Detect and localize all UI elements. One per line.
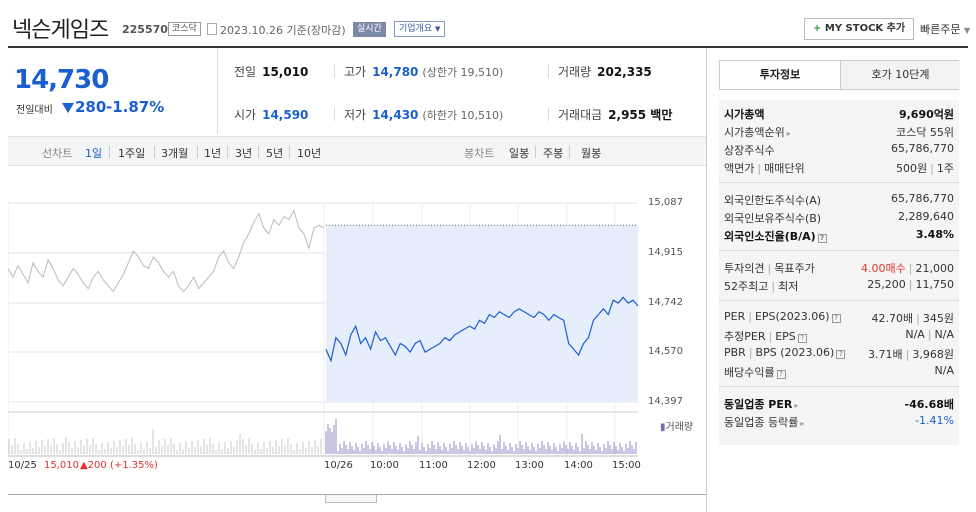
mystock-label: MY STOCK 추가: [824, 23, 906, 34]
base-date: 2023.10.26 기준(장마감): [220, 24, 346, 37]
stat-open: 시가 14,590: [234, 108, 309, 122]
row-industry-change[interactable]: 동일업종 등락률 ▸ -1.41%: [724, 414, 954, 429]
x-tick-label: 12:00: [467, 460, 496, 471]
row-pbr: PBR | BPS (2023.06)? 3.71배 | 3,968원: [724, 346, 954, 361]
period-10y[interactable]: 10년: [297, 147, 322, 160]
period-3m[interactable]: 3개월: [161, 147, 189, 160]
change-label: 전일대비: [16, 105, 53, 116]
row-opinion: 투자의견 | 목표주가 4.00매수 | 21,000: [724, 262, 954, 275]
plus-icon: +: [813, 23, 822, 34]
x-tick-label: 14:00: [564, 460, 593, 471]
volume-legend: ▮거래량: [660, 422, 694, 433]
document-icon: [207, 23, 217, 35]
price-chart[interactable]: 15,087 14,915 14,742 14,570 14,397 ▮거래량 …: [7, 166, 706, 496]
stock-header: 넥슨게임즈 225570 코스닥 2023.10.26 기준(장마감) 실시간 …: [0, 0, 976, 46]
caret-right-icon: ▸: [800, 419, 805, 428]
stat-prev: 전일 15,010: [234, 65, 309, 79]
row-face-value: 액면가 | 매매단위 500원 | 1주: [724, 162, 954, 175]
row-listed-shares: 상장주식수 65,786,770: [724, 142, 954, 157]
current-price: 14,730: [14, 65, 109, 95]
down-arrow-icon: [62, 103, 74, 113]
chevron-down-icon: ▼: [963, 26, 971, 35]
y-tick-label: 14,742: [648, 297, 683, 308]
invest-info-panel: 투자정보 호가 10단계 시가총액 9,690억원 시가총액순위 ▸ 코스닥 55위 …: [706, 48, 976, 512]
y-tick-label: 14,397: [648, 396, 683, 407]
prev-close: 15,010: [44, 460, 79, 471]
row-dividend: 배당수익률? N/A: [724, 364, 954, 379]
quick-order-button[interactable]: 빠른주문 ▼: [920, 21, 970, 37]
caret-right-icon: ▸: [794, 401, 799, 410]
change-amount: 280: [75, 98, 107, 116]
y-tick-label: 15,087: [648, 197, 683, 208]
period-3y[interactable]: 3년: [235, 147, 253, 160]
row-foreign-limit: 외국인한도주식수(A) 65,786,770: [724, 192, 954, 207]
row-industry-per[interactable]: 동일업종 PER ▸ -46.68배: [724, 398, 954, 411]
x-tick-label: 11:00: [419, 460, 448, 471]
corp-info-dropdown[interactable]: 기업개요 ▼: [394, 21, 446, 37]
today-area: [326, 225, 638, 402]
change-value: 280: [62, 98, 106, 116]
period-1w[interactable]: 1주일: [118, 147, 146, 160]
stat-amount: 거래대금 2,955 백만: [558, 108, 673, 122]
stat-high: 고가 14,780 (상한가 19,510): [344, 65, 504, 79]
candle-monthly[interactable]: 월봉: [581, 147, 602, 160]
row-est-per: 추정PER | EPS? N/A | N/A: [724, 328, 954, 343]
quick-order-label: 빠른주문: [920, 23, 961, 36]
help-icon[interactable]: ?: [797, 334, 807, 343]
series-line-today: [325, 296, 639, 363]
candle-daily[interactable]: 일봉: [509, 147, 530, 160]
candle-weekly[interactable]: 주봉: [543, 147, 564, 160]
change-percent: -1.87%: [106, 98, 165, 116]
row-foreign-holding: 외국인보유주식수(B) 2,289,640: [724, 210, 954, 225]
row-market-cap: 시가총액 9,690억원: [724, 108, 954, 121]
line-chart-label: 선차트: [42, 147, 73, 160]
period-1d[interactable]: 1일: [85, 147, 103, 160]
corp-info-label: 기업개요: [399, 24, 433, 34]
stat-volume: 거래량 202,335: [558, 65, 652, 79]
row-52week: 52주최고 | 최저 25,200 | 11,750: [724, 278, 954, 293]
market-badge: 코스닥: [168, 22, 201, 36]
chart-bottom-line: [8, 494, 706, 495]
period-5y[interactable]: 5년: [266, 147, 284, 160]
stat-low: 저가 14,430 (하한가 10,510): [344, 108, 504, 122]
tab-quote-10[interactable]: 호가 10단계: [840, 61, 960, 89]
stock-code: 225570: [122, 23, 168, 36]
period-1y[interactable]: 1년: [204, 147, 222, 160]
invest-info-table: 시가총액 9,690억원 시가총액순위 ▸ 코스닥 55위 상장주식수 65,786,7…: [719, 100, 959, 445]
row-foreign-ratio: 외국인소진율(B/A)? 3.48%: [724, 228, 954, 243]
chart-expand-handle[interactable]: [325, 495, 377, 503]
row-per: PER | EPS(2023.06)? 42.70배 | 345원: [724, 310, 954, 325]
caret-right-icon: ▸: [786, 129, 791, 138]
series-line-prev: [7, 209, 325, 293]
mystock-add-button[interactable]: + MY STOCK 추가: [804, 18, 915, 40]
x-tick-label: 10/25: [8, 460, 37, 471]
price-summary: 14,730 전일대비 280 -1.87%: [8, 48, 218, 134]
help-icon[interactable]: ?: [836, 350, 846, 359]
price-stats: 전일 15,010 고가 14,780 (상한가 19,510) 거래량 202,335…: [218, 48, 706, 134]
x-tick-label: 10:00: [370, 460, 399, 471]
help-icon[interactable]: ?: [817, 234, 827, 243]
x-tick-label: 10/26: [324, 460, 353, 471]
chart-nav: 선차트 1일 1주일 3개월 1년 3년 5년 10년 봉차트 일봉 주봉 월봉: [8, 136, 706, 166]
chart-svg: [7, 202, 639, 457]
header-divider: [8, 46, 968, 48]
x-tick-label: 15:00: [612, 460, 641, 471]
help-icon[interactable]: ?: [831, 314, 841, 323]
x-tick-label: 13:00: [515, 460, 544, 471]
y-tick-label: 14,570: [648, 346, 683, 357]
stock-name: 넥슨게임즈: [12, 18, 109, 43]
prev-change: ▲200 (+1.35%): [80, 460, 158, 471]
realtime-button[interactable]: 실시간: [353, 22, 386, 37]
panel-tabs: 투자정보 호가 10단계: [719, 60, 960, 90]
y-tick-label: 14,915: [648, 247, 683, 258]
chevron-down-icon: ▼: [435, 25, 441, 33]
tab-invest-info[interactable]: 투자정보: [720, 61, 840, 89]
row-cap-rank[interactable]: 시가총액순위 ▸ 코스닥 55위: [724, 126, 954, 139]
help-icon[interactable]: ?: [776, 370, 786, 379]
candle-chart-label: 봉차트: [464, 147, 495, 160]
